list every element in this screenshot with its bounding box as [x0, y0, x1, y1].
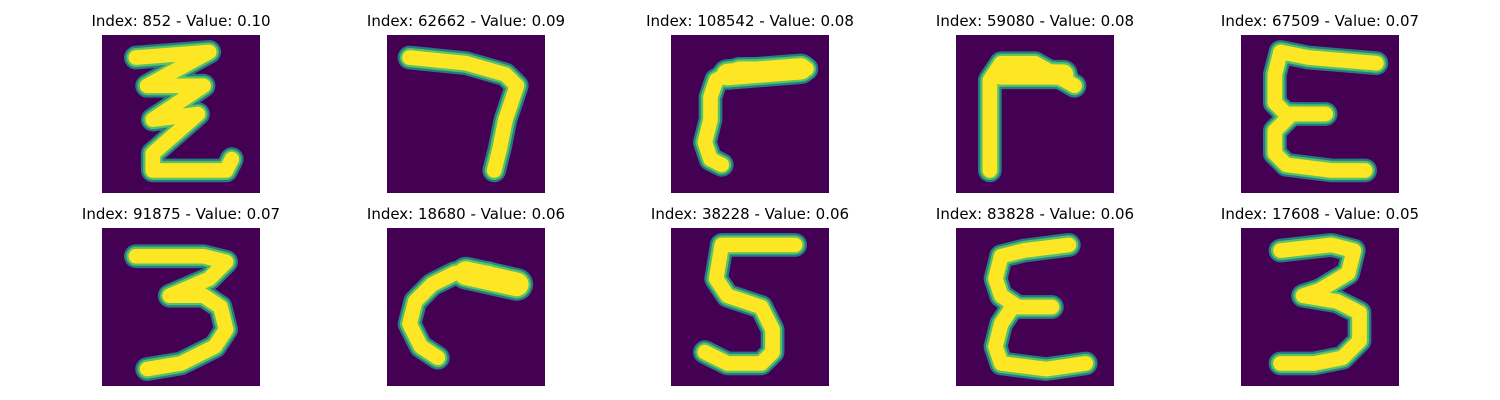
digit-image: [671, 228, 829, 386]
panel-title: Index: 67509 - Value: 0.07: [1220, 12, 1420, 30]
digit-image: [1241, 228, 1399, 386]
digit-image: [1241, 35, 1399, 193]
arc-glyph-icon: [387, 228, 545, 386]
digit-image: [956, 228, 1114, 386]
z-zigzag-digit-icon: [102, 35, 260, 193]
panel-title: Index: 17608 - Value: 0.05: [1220, 205, 1420, 223]
panel-title: Index: 852 - Value: 0.10: [91, 12, 271, 30]
panel-title: Index: 59080 - Value: 0.08: [935, 12, 1135, 30]
seven-digit-icon: [387, 35, 545, 193]
digit-image: [956, 35, 1114, 193]
panel-title: Index: 91875 - Value: 0.07: [81, 205, 281, 223]
hook-corner-glyph-icon: [671, 35, 829, 193]
panel-title: Index: 62662 - Value: 0.09: [366, 12, 566, 30]
digit-image: [671, 35, 829, 193]
epsilon-glyph-icon: [956, 228, 1114, 386]
epsilon-glyph-icon: [1241, 35, 1399, 193]
panel-title: Index: 18680 - Value: 0.06: [366, 205, 566, 223]
panel-title: Index: 38228 - Value: 0.06: [650, 205, 850, 223]
three-digit-icon: [102, 228, 260, 386]
digit-image: [387, 228, 545, 386]
three-digit-icon: [1241, 228, 1399, 386]
panel-title: Index: 83828 - Value: 0.06: [935, 205, 1135, 223]
five-digit-icon: [671, 228, 829, 386]
digit-image: [387, 35, 545, 193]
digit-image: [102, 35, 260, 193]
digit-image: [102, 228, 260, 386]
panel-title: Index: 108542 - Value: 0.08: [646, 12, 854, 30]
corner-glyph-icon: [956, 35, 1114, 193]
